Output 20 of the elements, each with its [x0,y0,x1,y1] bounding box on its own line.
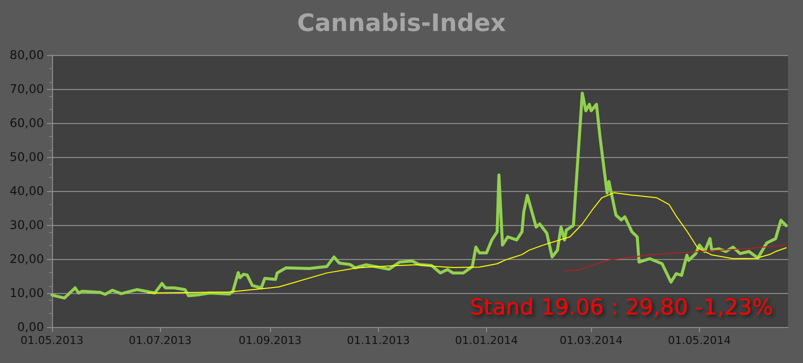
x-tick-label: 01.11.2013 [346,334,410,347]
y-tick-label: 50,00 [10,150,44,164]
chart-title: Cannabis-Index [297,9,506,37]
y-tick-label: 70,00 [10,82,44,96]
y-tick-label: 20,00 [10,252,44,266]
y-tick-label: 60,00 [10,116,44,130]
y-tick-label: 10,00 [10,286,44,300]
line-series [564,244,787,272]
x-tick-label: 01.05.2014 [668,334,731,347]
x-tick-label: 01.09.2013 [238,334,302,347]
x-tick-label: 01.07.2013 [128,334,192,347]
y-tick-label: 40,00 [10,184,44,198]
y-tick-label: 30,00 [10,218,44,232]
annotation: Stand 19.06 : 29,80 -1,23% [470,296,773,320]
x-tick-label: 01.01.2014 [455,334,518,347]
line-series [147,192,787,294]
y-tick-label: 80,00 [10,48,44,62]
x-tick-label: 01.03.2014 [560,334,623,347]
x-tick-label: 01.05.2013 [20,334,84,347]
y-tick-label: 0,00 [17,320,44,334]
